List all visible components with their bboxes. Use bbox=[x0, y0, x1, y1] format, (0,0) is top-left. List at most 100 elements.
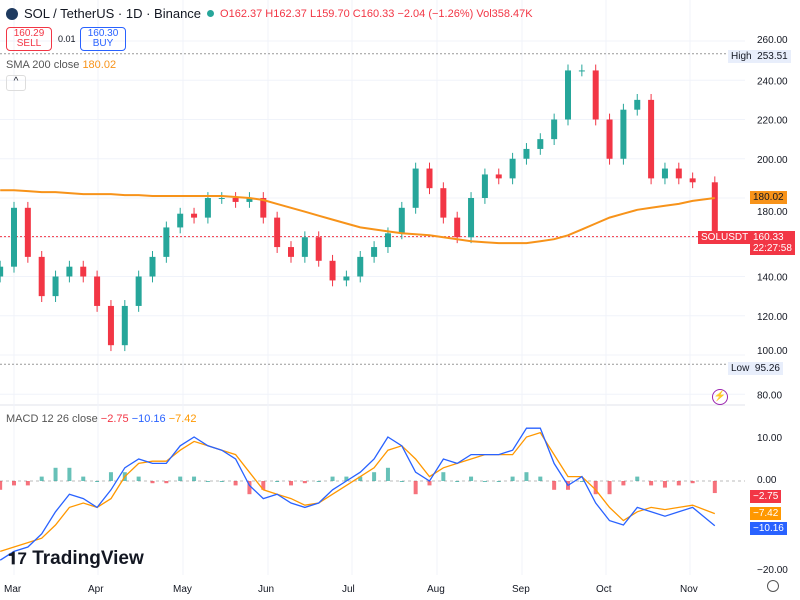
price-tick-label: 100.00 bbox=[757, 346, 788, 357]
lightning-icon[interactable]: ⚡ bbox=[712, 389, 728, 405]
macd-histogram-bar bbox=[344, 476, 349, 481]
symbol-title[interactable]: SOL / TetherUS · 1D · Binance bbox=[24, 6, 202, 21]
price-tick-label: 260.00 bbox=[757, 35, 788, 46]
candle-body bbox=[412, 168, 419, 208]
macd-tick-label: 10.00 bbox=[757, 433, 782, 444]
macd-histogram-bar bbox=[399, 481, 404, 482]
candle-body bbox=[38, 256, 45, 297]
candle-body bbox=[107, 305, 114, 346]
candle-body bbox=[537, 139, 544, 149]
market-status-icon bbox=[207, 10, 215, 17]
macd-histogram-bar bbox=[219, 481, 224, 482]
candle-body bbox=[135, 276, 142, 306]
macd-histogram-bar bbox=[289, 481, 293, 486]
macd-histogram-bar bbox=[150, 481, 155, 484]
macd-histogram-bar bbox=[192, 476, 197, 481]
candle-body bbox=[468, 198, 475, 238]
candle-body bbox=[177, 213, 184, 228]
macd-line bbox=[0, 427, 716, 561]
candle-body bbox=[260, 198, 267, 218]
candle-body bbox=[689, 178, 696, 183]
macd-histogram-bar bbox=[469, 476, 474, 481]
macd-histogram-bar bbox=[496, 481, 501, 482]
candle-body bbox=[398, 207, 405, 234]
last-price-tag: 160.33 22:27:58 bbox=[750, 231, 795, 255]
macd-histogram-bar bbox=[205, 481, 210, 482]
settings-icon[interactable] bbox=[767, 580, 779, 592]
macd-legend[interactable]: MACD 12 26 close −2.75 −10.16 −7.42 bbox=[6, 413, 197, 425]
spread: 0.01 bbox=[58, 34, 76, 44]
candle-body bbox=[606, 119, 613, 159]
tradingview-logo[interactable]: 𝟏7 TradingView bbox=[8, 548, 144, 569]
candle-body bbox=[495, 174, 502, 179]
macd-hist-tag: −2.75 bbox=[750, 490, 782, 503]
candle-body bbox=[711, 182, 718, 237]
candle-body bbox=[620, 109, 627, 159]
macd-histogram-bar bbox=[25, 481, 30, 486]
ohlc-readout: O162.37 H162.37 L159.70 C160.33 −2.04 (−… bbox=[220, 7, 533, 20]
candle-body bbox=[565, 70, 571, 120]
sell-button[interactable]: 160.29 SELL bbox=[6, 27, 52, 51]
macd-histogram-bar bbox=[662, 481, 667, 488]
x-tick-label: Jul bbox=[342, 584, 355, 595]
macd-histogram-bar bbox=[593, 481, 598, 495]
sma-legend[interactable]: SMA 200 close 180.02 bbox=[6, 59, 117, 71]
candle-body bbox=[371, 247, 378, 257]
candle-body bbox=[440, 188, 447, 218]
collapse-legend-button[interactable]: ^ bbox=[6, 75, 26, 91]
macd-histogram-bar bbox=[524, 472, 529, 481]
candle-body bbox=[426, 168, 433, 189]
candle-body bbox=[149, 256, 156, 277]
candle-body bbox=[357, 256, 364, 277]
macd-histogram-bar bbox=[579, 481, 584, 482]
high-marker: High 253.51 bbox=[728, 50, 791, 63]
macd-histogram-bar bbox=[164, 481, 169, 484]
macd-histogram-bar bbox=[39, 476, 44, 481]
candle-body bbox=[204, 198, 211, 218]
x-tick-label: Mar bbox=[4, 584, 22, 595]
macd-histogram-bar bbox=[67, 467, 72, 481]
macd-histogram-bar bbox=[316, 481, 321, 482]
candle-body bbox=[80, 266, 87, 277]
macd-histogram-bar bbox=[621, 481, 626, 486]
price-tick-label: 240.00 bbox=[757, 76, 788, 87]
price-tick-label: 180.00 bbox=[757, 207, 788, 218]
sma200-line bbox=[0, 189, 715, 245]
macd-signal-line bbox=[0, 431, 716, 553]
candle-body bbox=[578, 70, 585, 72]
candle-body bbox=[191, 213, 198, 218]
candle-body bbox=[163, 227, 170, 257]
candle-body bbox=[232, 198, 239, 202]
macd-histogram-bar bbox=[649, 481, 654, 486]
chart-header: SOL / TetherUS · 1D · Binance O162.37 H1… bbox=[6, 6, 533, 21]
macd-histogram-bar bbox=[81, 476, 86, 481]
candle-body bbox=[551, 119, 558, 140]
macd-histogram-bar bbox=[538, 476, 543, 481]
x-tick-label: Apr bbox=[88, 584, 104, 595]
price-tick-label: 140.00 bbox=[757, 273, 788, 284]
macd-histogram-bar bbox=[95, 481, 100, 482]
candle-body bbox=[481, 174, 488, 198]
candle-body bbox=[11, 207, 17, 267]
candle-body bbox=[121, 305, 128, 346]
candle-body bbox=[218, 198, 225, 199]
macd-histogram-bar bbox=[510, 476, 515, 481]
candle-body bbox=[94, 276, 101, 306]
buy-button[interactable]: 160.30 BUY bbox=[80, 27, 126, 51]
macd-histogram-bar bbox=[330, 476, 335, 481]
candle-body bbox=[648, 99, 655, 179]
price-tick-label: 120.00 bbox=[757, 312, 788, 323]
candle-body bbox=[288, 247, 294, 257]
x-tick-label: Oct bbox=[596, 584, 612, 595]
macd-histogram-bar bbox=[53, 467, 58, 481]
x-tick-label: Sep bbox=[512, 584, 530, 595]
candle-body bbox=[509, 158, 516, 179]
candle-body bbox=[246, 198, 253, 202]
candle-body bbox=[343, 276, 350, 281]
macd-histogram-bar bbox=[372, 472, 377, 481]
symbol-logo-icon bbox=[6, 7, 18, 20]
x-tick-label: Jun bbox=[258, 584, 274, 595]
price-tick-label: 80.00 bbox=[757, 390, 782, 401]
candle-body bbox=[274, 217, 281, 248]
